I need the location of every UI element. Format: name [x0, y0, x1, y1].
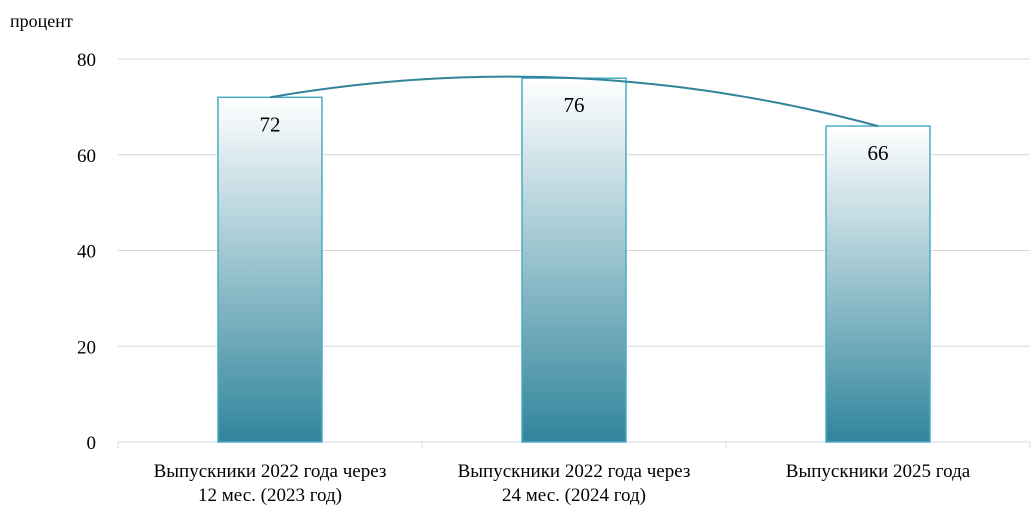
y-tick-label: 20	[77, 337, 96, 358]
y-tick-label: 40	[77, 242, 96, 263]
y-tick-label: 0	[87, 433, 97, 454]
x-category-label: Выпускники 2022 года через	[458, 461, 691, 482]
x-category-label: 12 мес. (2023 год)	[198, 485, 342, 506]
bar	[521, 77, 627, 443]
bar	[825, 125, 931, 443]
y-axis-label: процент	[10, 11, 73, 31]
x-category-label: Выпускники 2025 года	[786, 461, 971, 482]
data-label: 72	[260, 112, 281, 136]
trend-line	[269, 75, 879, 127]
data-label: 66	[868, 141, 889, 165]
data-label: 76	[564, 93, 585, 117]
y-tick-label: 80	[77, 50, 96, 71]
x-category-label: Выпускники 2022 года через	[154, 461, 387, 482]
x-category-label: 24 мес. (2024 год)	[502, 485, 646, 506]
y-tick-label: 60	[77, 146, 96, 167]
bar	[217, 96, 323, 443]
